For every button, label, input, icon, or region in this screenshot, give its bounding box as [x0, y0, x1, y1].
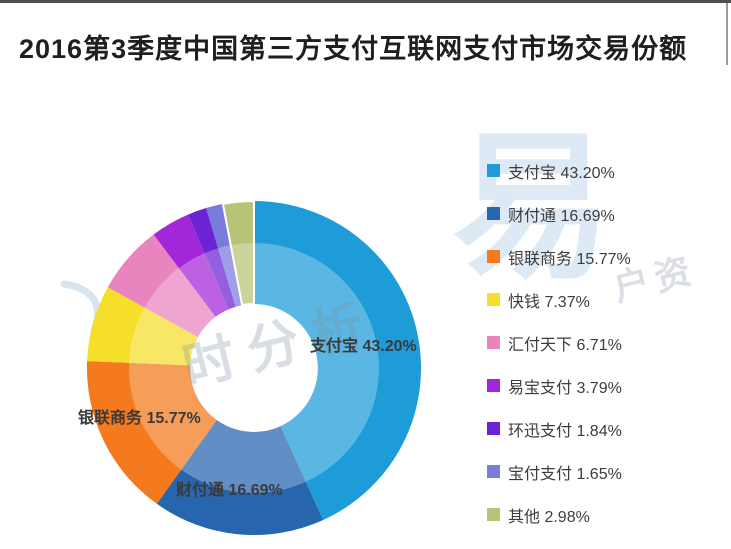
legend-label: 环迅支付 1.84%	[508, 422, 622, 440]
pie-slice-2	[156, 420, 324, 536]
legend-item: 其他 2.98%	[487, 506, 631, 526]
legend-swatch-icon	[487, 379, 500, 392]
pie-slice-3	[86, 361, 217, 504]
legend-label: 宝付支付 1.65%	[508, 465, 622, 483]
legend-swatch-icon	[487, 336, 500, 349]
legend-swatch-icon	[487, 422, 500, 435]
pie-slice-1	[254, 201, 422, 520]
legend-item: 财付通 16.69%	[487, 205, 631, 225]
pie-slice-9	[221, 199, 255, 307]
legend-label: 易宝支付 3.79%	[508, 379, 622, 397]
donut-inner-highlight	[129, 243, 379, 493]
legend-label: 银联商务 15.77%	[508, 250, 631, 268]
legend-item: 支付宝 43.20%	[487, 162, 631, 182]
watermark-swoosh-icon	[60, 280, 101, 334]
top-border	[0, 0, 731, 3]
legend-item: 易宝支付 3.79%	[487, 377, 631, 397]
chart-title: 2016第3季度中国第三方支付互联网支付市场交易份额	[19, 34, 688, 64]
legend-label: 财付通 16.69%	[508, 207, 615, 225]
legend-item: 快钱 7.37%	[487, 291, 631, 311]
legend-item: 宝付支付 1.65%	[487, 463, 631, 483]
legend-swatch-icon	[487, 508, 500, 521]
legend-label: 支付宝 43.20%	[508, 164, 615, 182]
legend-swatch-icon	[487, 465, 500, 478]
pie-slice-5	[107, 234, 216, 338]
legend-swatch-icon	[487, 207, 500, 220]
pie-slice-7	[188, 208, 236, 310]
pie-slice-4	[87, 287, 198, 366]
legend-label: 其他 2.98%	[508, 508, 590, 526]
legend-item: 汇付天下 6.71%	[487, 334, 631, 354]
pie-slice-6	[153, 214, 229, 317]
header-right-border	[726, 3, 728, 65]
legend-label: 快钱 7.37%	[508, 293, 590, 311]
legend-swatch-icon	[487, 250, 500, 263]
legend-item: 环迅支付 1.84%	[487, 420, 631, 440]
legend-label: 汇付天下 6.71%	[508, 336, 622, 354]
legend: 支付宝 43.20% 财付通 16.69% 银联商务 15.77% 快钱 7.37% 汇…	[487, 162, 631, 549]
legend-swatch-icon	[487, 293, 500, 306]
legend-swatch-icon	[487, 164, 500, 177]
legend-item: 银联商务 15.77%	[487, 248, 631, 268]
pie-slice-8	[206, 203, 243, 307]
